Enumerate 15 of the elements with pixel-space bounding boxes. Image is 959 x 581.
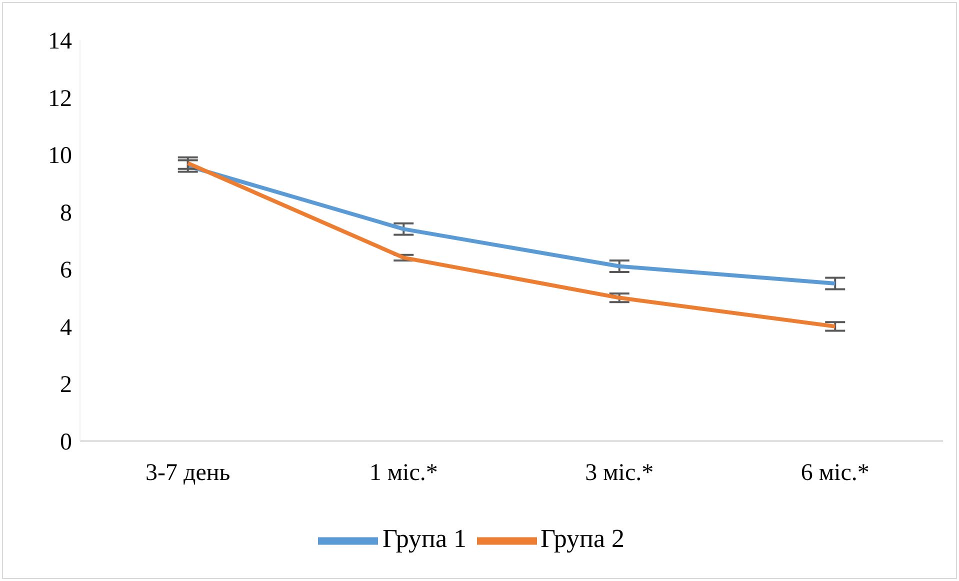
y-tick-label: 10 xyxy=(48,143,72,170)
y-tick-label: 0 xyxy=(60,430,72,456)
legend-label: Група 1 xyxy=(382,524,466,553)
x-tick-label: 3 міс.* xyxy=(585,460,654,486)
y-tick-label: 12 xyxy=(48,86,72,112)
y-tick-label: 14 xyxy=(48,28,72,55)
x-tick-label: 1 міс.* xyxy=(369,460,438,486)
y-tick-label: 6 xyxy=(60,258,72,284)
y-tick-label: 8 xyxy=(60,200,72,226)
x-tick-label: 3-7 день xyxy=(146,460,230,486)
x-tick-label: 6 міс.* xyxy=(800,460,870,486)
legend-label: Група 2 xyxy=(540,524,625,553)
y-tick-label: 2 xyxy=(60,372,72,398)
line-series xyxy=(186,161,838,328)
y-tick-label: 4 xyxy=(60,314,72,341)
